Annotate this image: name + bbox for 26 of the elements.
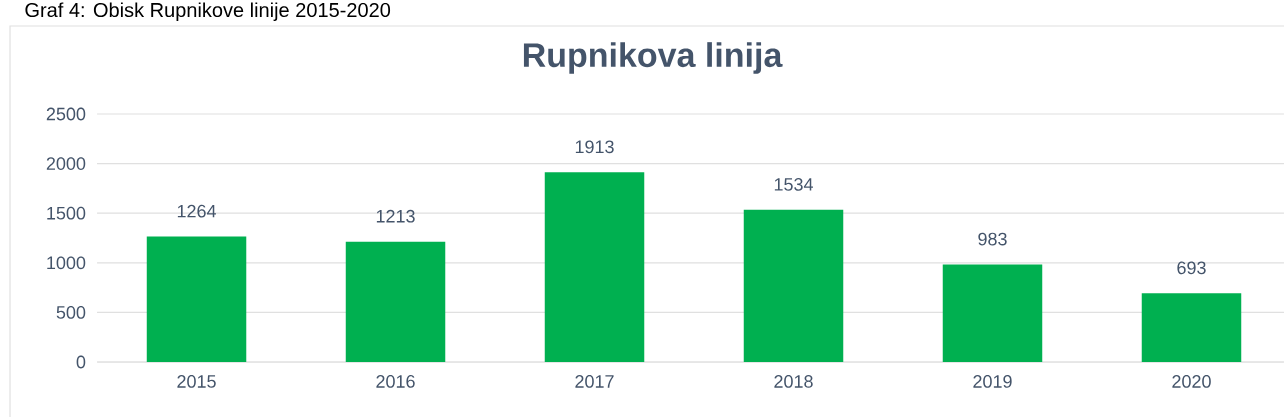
- bar: [544, 172, 645, 362]
- y-tick-label: 0: [76, 355, 86, 369]
- data-label: 693: [1177, 261, 1206, 275]
- y-tick-label: 2000: [46, 157, 86, 170]
- chart-title: Rupnikova linija: [523, 42, 783, 74]
- data-label: 1264: [177, 204, 216, 218]
- x-tick-label: 2017: [575, 375, 614, 388]
- text: Graf 4: Obisk Rupnikove linije 2015-2020: [25, 2, 391, 22]
- x-tick-label: 2018: [774, 375, 813, 388]
- x-tick-label: 2016: [376, 375, 415, 388]
- bar: [743, 209, 844, 362]
- bar: [345, 241, 446, 362]
- bar: [942, 264, 1043, 362]
- data-label: 1913: [575, 140, 614, 154]
- y-tick-label: 500: [56, 306, 86, 319]
- bar: [146, 236, 247, 362]
- x-tick-label: 2019: [973, 375, 1012, 388]
- x-tick-label: 2020: [1172, 375, 1211, 388]
- y-tick-label: 1500: [47, 206, 86, 220]
- y-tick-label: 2500: [46, 107, 86, 121]
- x-tick-label: 2015: [177, 375, 216, 388]
- data-label: 1213: [376, 209, 415, 223]
- bar: [1141, 293, 1242, 362]
- data-label: 1534: [774, 178, 813, 191]
- data-label: 983: [978, 232, 1007, 246]
- y-tick-label: 1000: [47, 256, 86, 270]
